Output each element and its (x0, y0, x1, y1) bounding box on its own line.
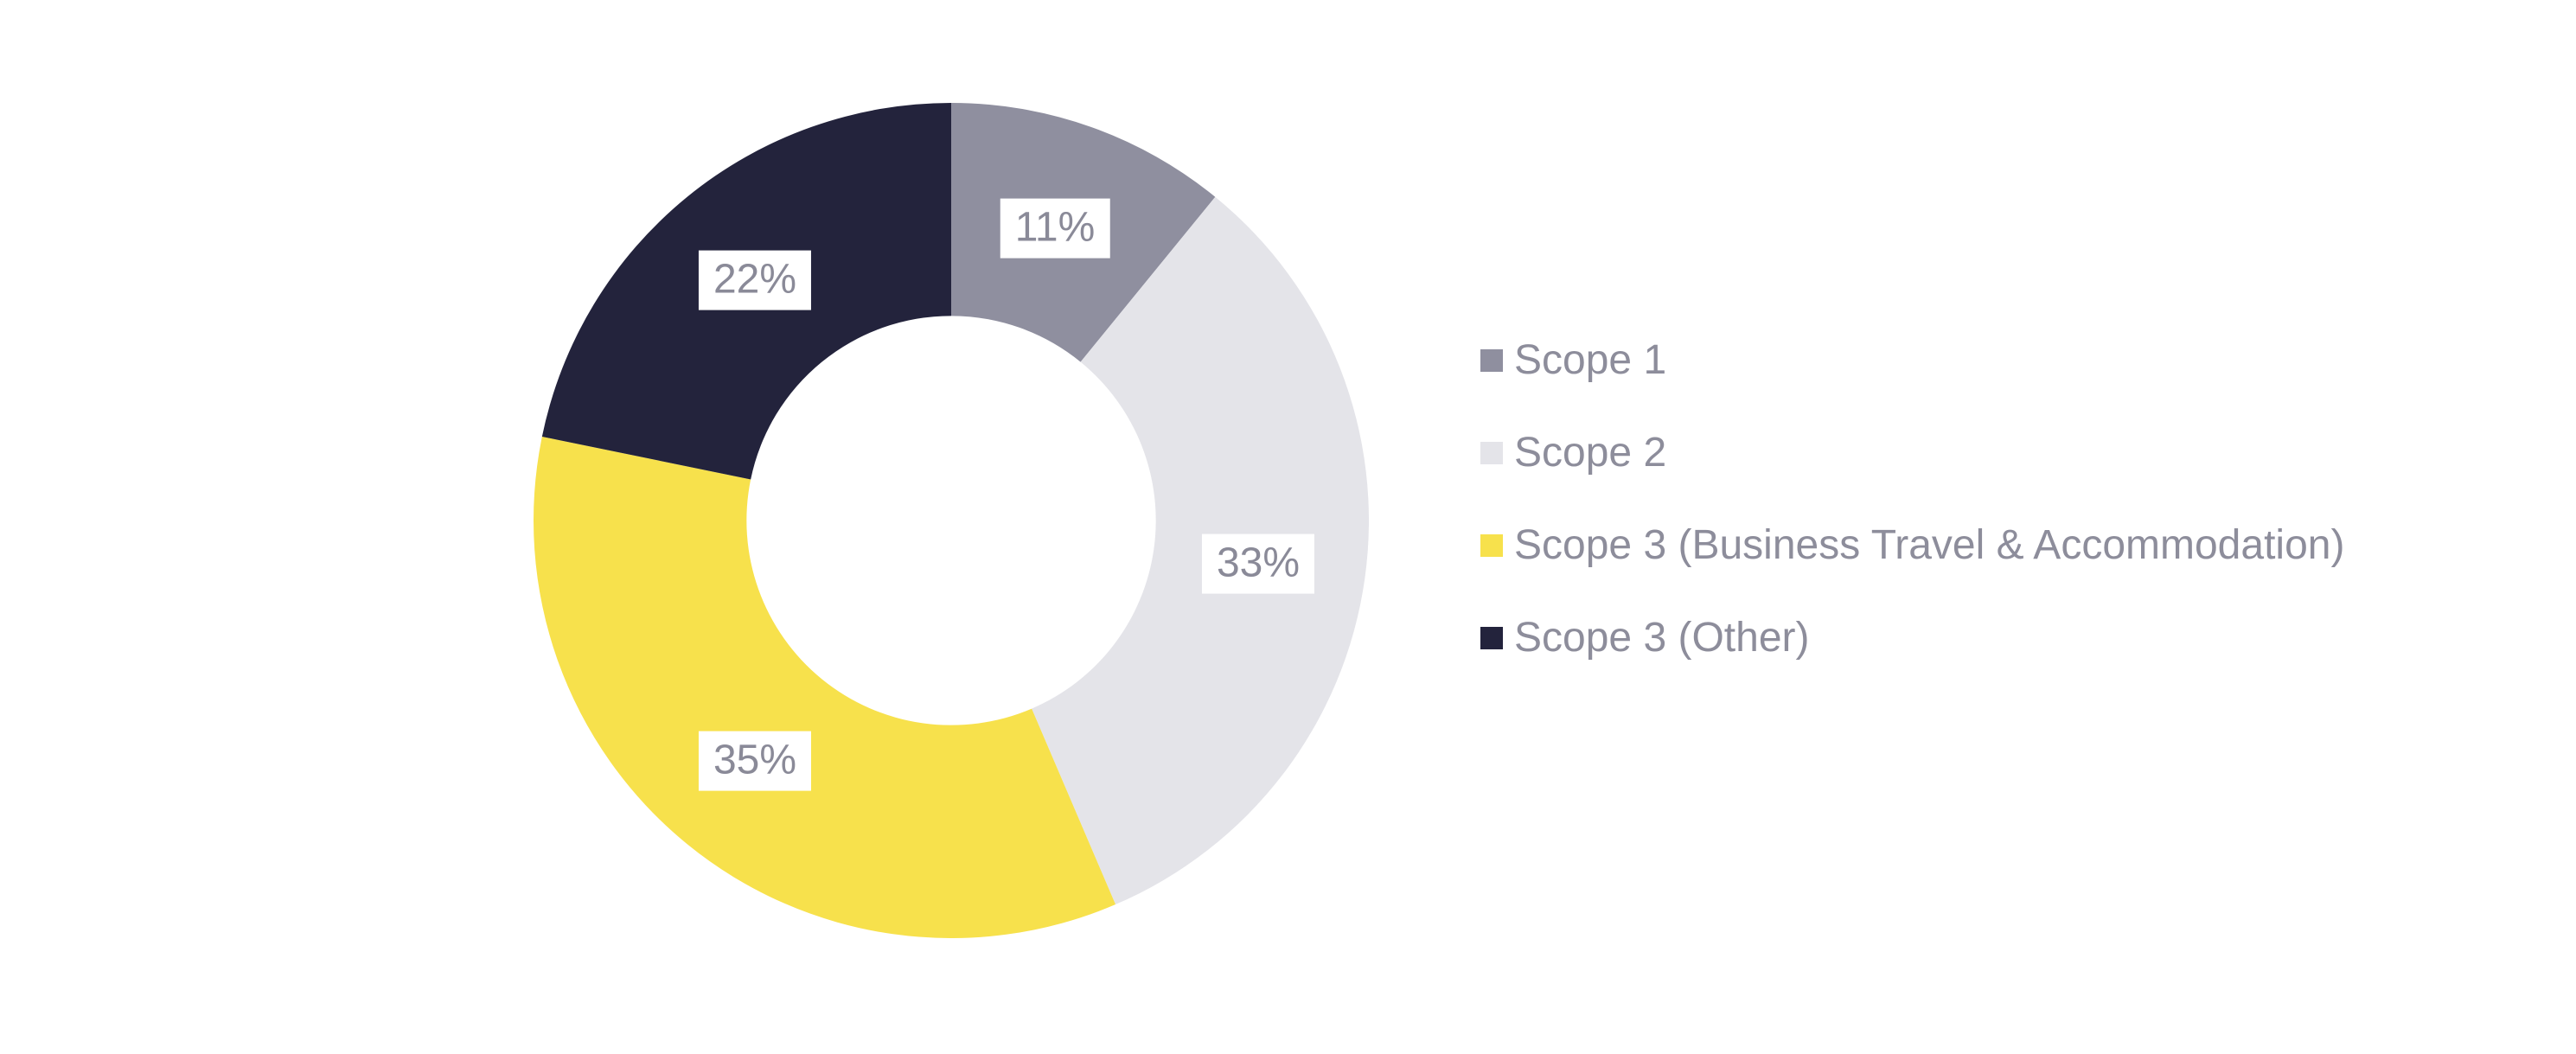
segment-value-label-scope-1: 11% (1000, 198, 1110, 259)
legend-item-scope-2: Scope 2 (1480, 429, 2344, 477)
legend-item-scope-3-travel: Scope 3 (Business Travel & Accommodation… (1480, 521, 2344, 570)
donut-segment-3 (534, 437, 1116, 938)
legend-marker-square-icon (1480, 442, 1503, 464)
legend-item-scope-1: Scope 1 (1480, 336, 2344, 385)
legend-label: Scope 2 (1514, 430, 1667, 476)
legend-label: Scope 3 (Other) (1514, 615, 1810, 661)
segment-value-label-scope-2: 33% (1201, 533, 1315, 594)
legend-marker-square-icon (1480, 627, 1503, 649)
segment-value-label-scope-3-travel: 35% (698, 731, 812, 791)
legend-label: Scope 1 (1514, 337, 1667, 383)
segment-value-label-scope-3-other: 22% (698, 250, 812, 310)
donut-segment-2 (1032, 196, 1369, 905)
legend-label: Scope 3 (Business Travel & Accommodation… (1514, 522, 2345, 568)
legend: Scope 1 Scope 2 Scope 3 (Business Travel… (1480, 336, 2344, 662)
legend-item-scope-3-other: Scope 3 (Other) (1480, 614, 2344, 662)
donut-chart (534, 103, 1369, 938)
legend-marker-square-icon (1480, 349, 1503, 372)
legend-marker-square-icon (1480, 534, 1503, 557)
